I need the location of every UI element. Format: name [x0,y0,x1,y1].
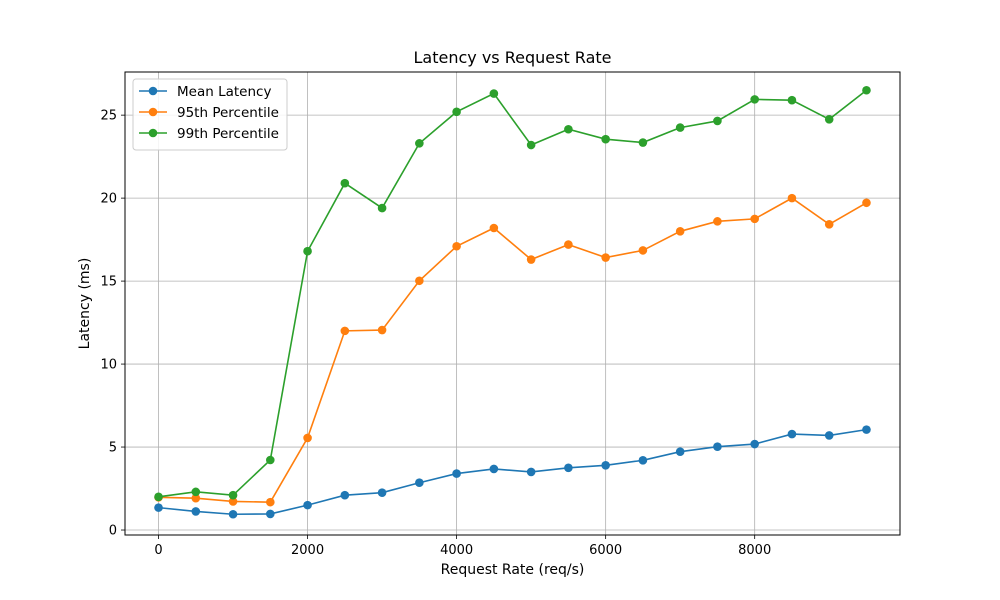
data-point [564,240,573,249]
data-point [191,493,201,503]
legend-label: Mean Latency [177,84,271,100]
legend: Mean Latency 95th Percentile 99th Percenti… [132,78,288,151]
y-tick-label: 10 [100,358,117,373]
data-point [750,214,759,224]
x-tick-label: 2000 [291,543,324,558]
y-tick-label: 25 [100,109,117,124]
data-point [191,507,201,516]
data-point [601,134,610,144]
data-point [340,490,350,500]
y-tick-label: 15 [100,275,117,290]
x-tick-label: 0 [154,543,162,558]
data-point [601,461,610,470]
data-point [415,478,424,488]
series-line [158,89,867,498]
data-point [340,178,350,188]
series-line [158,428,867,516]
data-point [266,509,275,519]
data-point [228,497,238,506]
legend-box [132,78,288,151]
data-point [862,198,871,208]
data-point [266,497,275,507]
data-point [638,246,648,255]
data-point [862,85,871,95]
y-tick-label: 0 [109,524,117,539]
data-point [824,114,834,124]
x-tick-label: 4000 [440,543,473,558]
data-point [601,253,610,262]
y-tick-label: 5 [109,441,117,456]
legend-label: 95th Percentile [177,105,279,121]
x-axis-label: Request Rate (req/s) [441,562,585,578]
data-point [824,431,834,440]
series-line [158,197,867,503]
data-point [266,455,275,465]
data-point [377,203,387,213]
legend-marker [148,128,158,138]
legend-item: 95th Percentile [139,105,279,121]
data-point [452,107,461,117]
y-axis-label: Latency (ms) [77,258,93,350]
data-point [452,469,461,478]
data-point [489,89,499,98]
grid-lines [125,72,900,535]
chart-title: Latency vs Request Rate [414,48,612,67]
data-point [154,492,163,502]
legend-label: 99th Percentile [177,126,279,142]
legend-item: 99th Percentile [139,126,279,142]
data-point [526,255,536,264]
data-point [824,220,834,229]
data-point [787,193,797,203]
x-tick-label: 6000 [589,543,622,558]
data-point [489,464,499,474]
data-point [228,509,238,519]
data-point [787,95,797,105]
x-tick-label: 8000 [738,543,771,558]
data-point [750,95,759,104]
data-point [638,456,648,465]
data-point [303,433,312,443]
data-point [862,425,871,434]
data-point [787,429,797,439]
data-point [340,326,350,336]
data-point [638,138,648,147]
data-point [713,442,722,452]
data-point [675,123,685,132]
y-tick-label: 20 [100,192,117,207]
legend-marker [148,107,158,117]
legend-item: Mean Latency [139,84,271,100]
series-layer [154,85,871,519]
data-point [154,503,163,512]
data-point [303,500,312,510]
plot-frame [124,71,901,536]
data-point [489,223,499,233]
data-point [750,439,759,449]
data-point [675,447,685,456]
data-point [303,246,312,256]
data-point [452,241,461,251]
data-point [415,139,424,148]
data-point [564,124,573,134]
legend-marker [148,86,158,96]
data-point [377,325,387,335]
data-point [415,276,424,286]
data-point [675,227,685,236]
data-point [228,490,238,500]
data-point [526,467,536,477]
axis-ticks: 0 2000 4000 6000 8000 0 5 10 15 20 25 [100,109,771,558]
data-point [564,463,573,473]
data-point [713,217,722,226]
series-99th-percentile [154,85,871,502]
series-mean-latency [154,425,871,519]
data-point [526,140,536,150]
data-point [377,488,387,497]
data-point [191,487,201,497]
data-point [713,116,722,126]
